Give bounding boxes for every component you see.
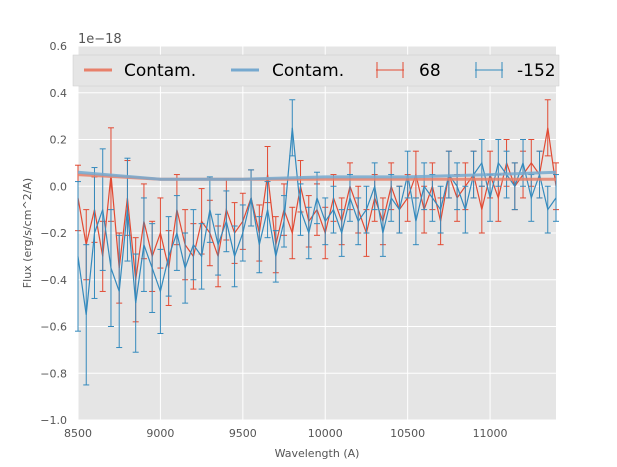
series-line	[77, 127, 557, 315]
series-layer	[75, 99, 559, 386]
y-tick-label: −0.8	[40, 367, 67, 380]
series-contam-line	[77, 170, 557, 181]
x-tick-label: 8500	[64, 427, 92, 440]
y-tick-label: 0.6	[50, 40, 68, 53]
x-tick-label: 9000	[146, 427, 174, 440]
y-tick-label: 0.2	[50, 134, 68, 147]
y-tick-label: −0.2	[40, 227, 67, 240]
legend-label: 68	[419, 61, 441, 81]
y-tick-label: −0.6	[40, 321, 67, 334]
y-tick-label: −1.0	[40, 414, 67, 427]
x-tick-label: 10500	[390, 427, 425, 440]
y-axis-ticks: −1.0 −0.8 −0.6 −0.4 −0.2 0.0 0.2 0.4 0.6	[40, 40, 67, 427]
legend-label: -152	[517, 61, 556, 81]
x-tick-label: 9500	[229, 427, 257, 440]
legend: Contam. Contam. 68 -152	[72, 54, 560, 87]
x-axis-ticks: 8500 9000 9500 10000 10500 11000	[64, 427, 508, 440]
y-tick-label: 0.0	[50, 180, 68, 193]
y-offset-label: 1e−18	[78, 32, 122, 47]
x-tick-label: 11000	[473, 427, 508, 440]
x-axis-label: Wavelength (A)	[275, 447, 360, 460]
y-tick-label: −0.4	[40, 274, 67, 287]
x-tick-label: 10000	[308, 427, 343, 440]
legend-label: Contam.	[124, 61, 196, 81]
series-line	[77, 170, 557, 181]
y-axis-label: Flux (erg/s/cm^2/A)	[21, 178, 34, 288]
y-tick-label: 0.4	[50, 87, 68, 100]
legend-label: Contam.	[272, 61, 344, 81]
